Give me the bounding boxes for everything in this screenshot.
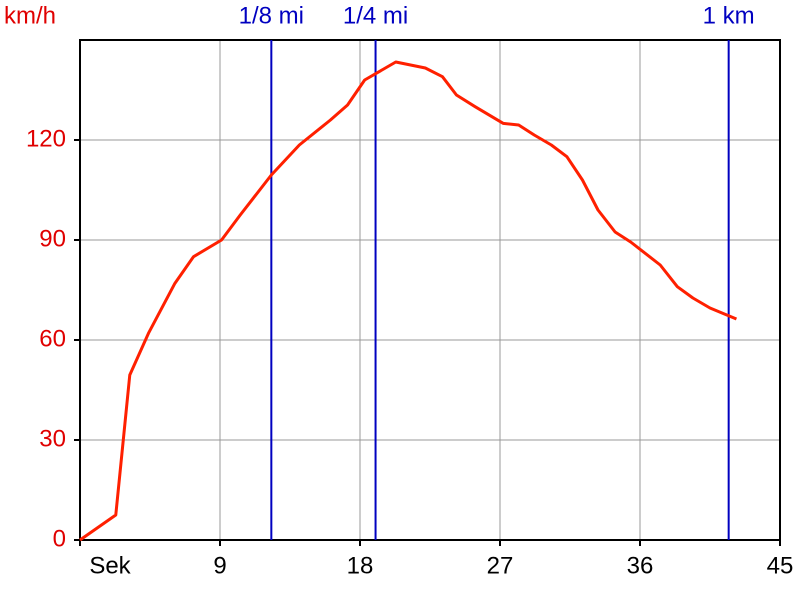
distance-marker-label: 1/8 mi — [239, 2, 304, 29]
x-tick-label: 27 — [487, 552, 514, 579]
x-tick-label: 9 — [213, 552, 226, 579]
y-tick-label: 0 — [53, 525, 66, 552]
speed-line — [79, 60, 738, 542]
x-tick-label: 45 — [767, 552, 794, 579]
y-tick-label: 30 — [39, 425, 66, 452]
plot-frame — [79, 39, 781, 541]
y-tick-label: 120 — [26, 125, 66, 152]
x-tick-label: 18 — [347, 552, 374, 579]
x-tick-label: Sek — [89, 552, 131, 579]
distance-marker-label: 1 km — [703, 2, 755, 29]
y-axis-label: km/h — [4, 2, 56, 29]
y-tick-label: 90 — [39, 225, 66, 252]
x-tick-label: 36 — [627, 552, 654, 579]
y-tick-label: 60 — [39, 325, 66, 352]
distance-marker-label: 1/4 mi — [343, 2, 408, 29]
